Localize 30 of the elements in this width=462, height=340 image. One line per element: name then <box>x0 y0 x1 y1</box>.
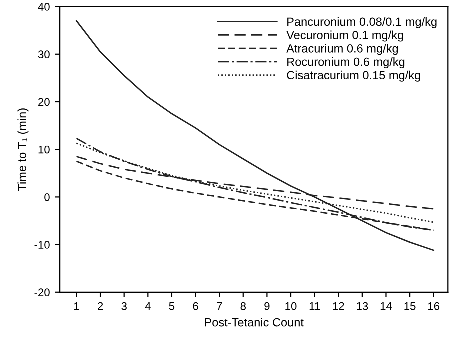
x-tick-label: 2 <box>98 302 104 310</box>
y-tick-label: -20 <box>34 288 50 297</box>
y-tick-label: 30 <box>38 50 50 59</box>
y-tick-label: 10 <box>38 146 50 154</box>
x-tick-label: 9 <box>264 302 270 310</box>
x-tick-label: 15 <box>404 302 416 310</box>
legend-label: Atracurium 0.6 mg/kg <box>286 44 398 56</box>
x-tick-label: 11 <box>310 302 320 310</box>
legend-label: Cisatracurium 0.15 mg/kg <box>287 70 420 82</box>
x-tick-label: 1 <box>74 302 80 310</box>
x-tick-label: 13 <box>357 302 368 310</box>
legend-label: Vecuronium 0.1 mg/kg <box>286 30 404 42</box>
y-axis-title: Time to T₁ (min) <box>18 108 29 192</box>
y-tick-label: -10 <box>34 241 50 249</box>
legend-label: Rocuronium 0.6 mg/kg <box>288 58 405 69</box>
x-tick-label: 7 <box>217 302 222 310</box>
y-tick-label: 0 <box>44 193 50 202</box>
x-tick-label: 6 <box>193 302 198 310</box>
x-tick-label: 3 <box>122 302 127 310</box>
x-tick-label: 8 <box>240 302 246 310</box>
x-tick-label: 4 <box>145 302 151 310</box>
x-tick-label: 14 <box>380 302 392 310</box>
y-tick-label: 40 <box>38 3 50 11</box>
y-tick-label: 20 <box>38 98 50 106</box>
legend-label: Pancuronium 0.08/0.1 mg/kg <box>288 17 437 28</box>
x-tick-label: 16 <box>428 302 440 310</box>
x-axis-title: Post-Tetanic Count <box>205 318 304 327</box>
x-tick-label: 5 <box>169 302 175 310</box>
x-tick-label: 10 <box>286 302 297 310</box>
x-tick-label: 12 <box>333 302 344 310</box>
